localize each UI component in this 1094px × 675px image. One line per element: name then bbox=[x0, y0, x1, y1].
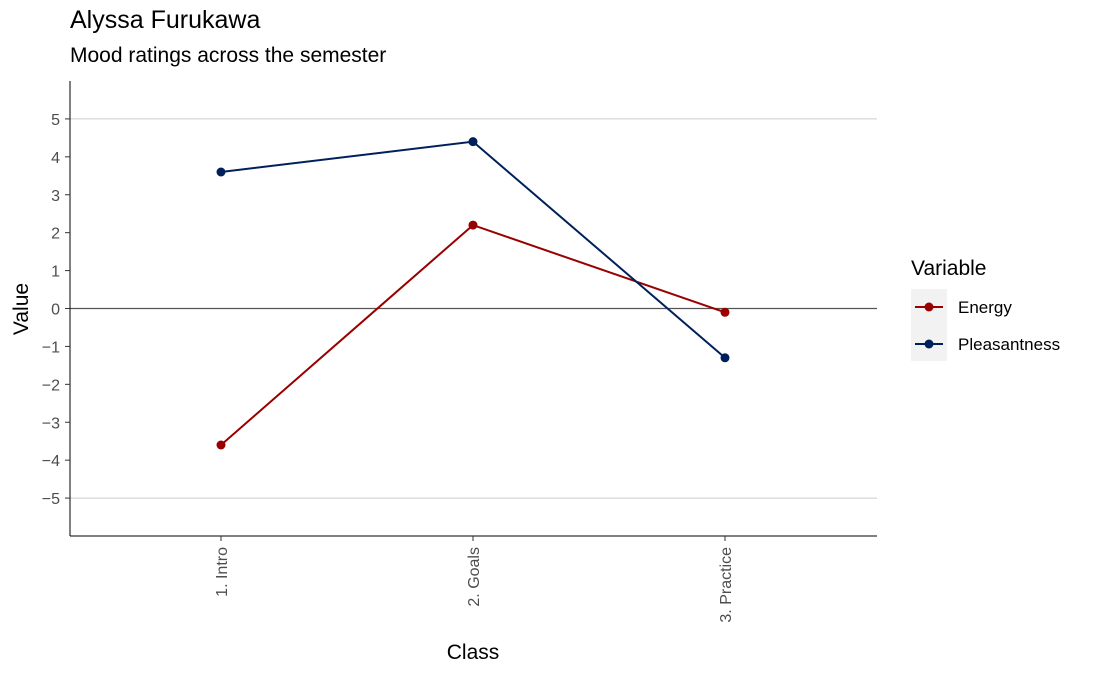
y-tick-label: −3 bbox=[42, 415, 60, 432]
legend-key-background bbox=[911, 289, 947, 361]
legend-key-point bbox=[924, 339, 934, 349]
legend-title: Variable bbox=[911, 257, 987, 280]
y-tick-label: 3 bbox=[51, 188, 60, 205]
data-point-pleasantness bbox=[720, 353, 730, 363]
series-line-energy bbox=[220, 223, 726, 446]
y-tick-label: 4 bbox=[51, 150, 60, 167]
y-axis-ticks: −5 −4 −3 −2 −1 0 1 2 3 4 5 bbox=[42, 112, 70, 508]
y-tick-label: −4 bbox=[42, 453, 60, 470]
y-tick-label: 1 bbox=[51, 264, 60, 281]
y-tick-label: −2 bbox=[42, 377, 60, 394]
legend: Variable Energy Pleasantness bbox=[911, 257, 1060, 361]
series-line-pleasantness bbox=[220, 140, 726, 359]
y-tick-label: 0 bbox=[51, 302, 60, 319]
x-tick-label: 3. Practice bbox=[718, 547, 735, 623]
series-layer bbox=[216, 137, 730, 450]
legend-key-point bbox=[924, 302, 934, 312]
data-point-energy bbox=[720, 307, 730, 317]
chart-title: Alyssa Furukawa bbox=[70, 6, 261, 34]
data-point-pleasantness bbox=[468, 137, 478, 147]
x-axis-ticks: 1. Intro 2. Goals 3. Practice bbox=[214, 536, 735, 623]
y-tick-label: 2 bbox=[51, 226, 60, 243]
x-axis-title: Class bbox=[447, 641, 500, 664]
y-axis-title: Value bbox=[10, 283, 33, 335]
data-point-pleasantness bbox=[216, 167, 226, 177]
x-tick-label: 1. Intro bbox=[214, 547, 231, 597]
legend-label: Energy bbox=[958, 298, 1012, 317]
chart-subtitle: Mood ratings across the semester bbox=[70, 44, 387, 67]
data-point-energy bbox=[216, 440, 226, 450]
y-tick-label: 5 bbox=[51, 112, 60, 129]
x-tick-label: 2. Goals bbox=[466, 547, 483, 607]
gridlines bbox=[70, 118, 877, 499]
data-point-energy bbox=[468, 220, 478, 230]
y-tick-label: −1 bbox=[42, 339, 60, 356]
y-tick-label: −5 bbox=[42, 491, 60, 508]
legend-label: Pleasantness bbox=[958, 335, 1060, 354]
